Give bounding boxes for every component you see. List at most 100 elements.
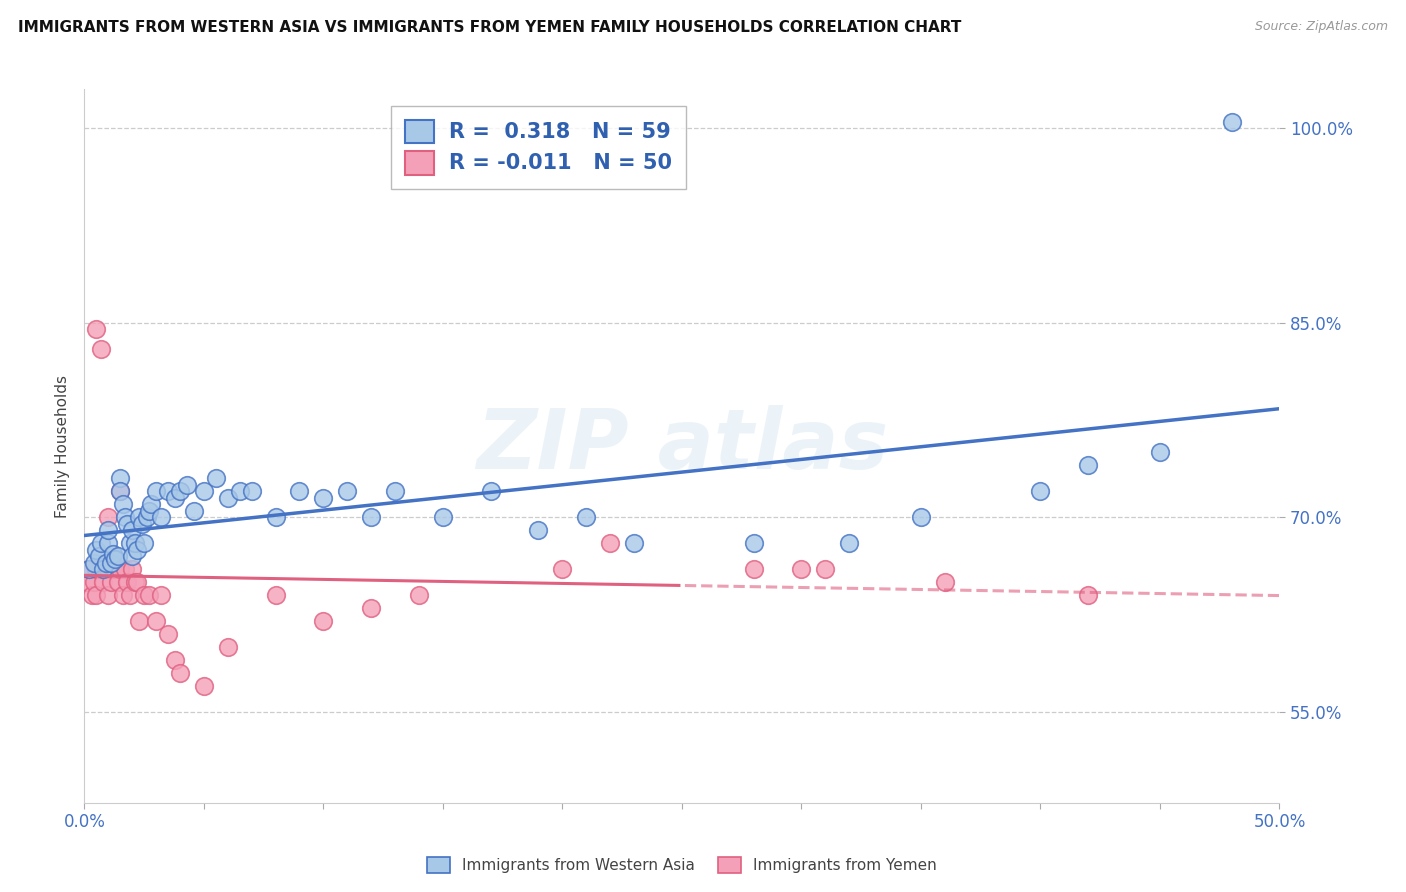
Point — [229, 484, 252, 499]
Point — [742, 536, 765, 550]
Point — [1220, 114, 1243, 128]
Point — [138, 504, 160, 518]
Point — [94, 562, 117, 576]
Point — [93, 562, 115, 576]
Point — [183, 504, 205, 518]
Point — [934, 575, 956, 590]
Point — [157, 484, 180, 499]
Point — [111, 497, 134, 511]
Point — [117, 516, 139, 531]
Point — [132, 536, 156, 550]
Point — [90, 536, 112, 550]
Point — [100, 556, 122, 570]
Point — [742, 562, 765, 576]
Point — [117, 575, 139, 590]
Point — [110, 484, 132, 499]
Point — [87, 549, 110, 564]
Point — [93, 575, 115, 590]
Point — [384, 484, 406, 499]
Point — [138, 588, 160, 602]
Point — [132, 588, 156, 602]
Point — [135, 510, 157, 524]
Point — [312, 491, 335, 505]
Point — [93, 562, 115, 576]
Point — [814, 562, 837, 576]
Point — [336, 484, 359, 499]
Point — [145, 484, 167, 499]
Point — [100, 575, 122, 590]
Point — [86, 542, 108, 557]
Point — [114, 562, 136, 576]
Point — [551, 562, 574, 576]
Point — [838, 536, 860, 550]
Point — [110, 484, 132, 499]
Point — [408, 588, 430, 602]
Point — [121, 562, 143, 576]
Point — [118, 588, 141, 602]
Point — [193, 484, 215, 499]
Point — [432, 510, 454, 524]
Text: Source: ZipAtlas.com: Source: ZipAtlas.com — [1254, 20, 1388, 33]
Point — [86, 322, 108, 336]
Point — [107, 575, 129, 590]
Point — [165, 653, 187, 667]
Point — [240, 484, 263, 499]
Point — [77, 562, 100, 576]
Point — [107, 549, 129, 564]
Point — [1029, 484, 1052, 499]
Point — [575, 510, 598, 524]
Point — [110, 471, 132, 485]
Point — [623, 536, 645, 550]
Point — [124, 536, 146, 550]
Point — [205, 471, 228, 485]
Point — [217, 491, 239, 505]
Point — [125, 542, 148, 557]
Point — [149, 588, 172, 602]
Point — [176, 478, 198, 492]
Point — [217, 640, 239, 654]
Point — [193, 679, 215, 693]
Point — [128, 614, 150, 628]
Point — [97, 510, 120, 524]
Point — [97, 588, 120, 602]
Point — [131, 516, 153, 531]
Point — [790, 562, 813, 576]
Point — [360, 510, 382, 524]
Point — [94, 556, 117, 570]
Point — [86, 588, 108, 602]
Y-axis label: Family Households: Family Households — [55, 375, 70, 517]
Point — [1077, 458, 1099, 473]
Point — [104, 552, 127, 566]
Point — [83, 556, 105, 570]
Point — [87, 562, 110, 576]
Point — [111, 588, 134, 602]
Point — [125, 575, 148, 590]
Point — [90, 562, 112, 576]
Text: IMMIGRANTS FROM WESTERN ASIA VS IMMIGRANTS FROM YEMEN FAMILY HOUSEHOLDS CORRELAT: IMMIGRANTS FROM WESTERN ASIA VS IMMIGRAN… — [18, 20, 962, 35]
Point — [910, 510, 932, 524]
Point — [149, 510, 172, 524]
Point — [157, 627, 180, 641]
Point — [97, 562, 120, 576]
Point — [101, 547, 124, 561]
Point — [479, 484, 502, 499]
Point — [264, 588, 287, 602]
Point — [90, 342, 112, 356]
Text: ZIP atlas: ZIP atlas — [475, 406, 889, 486]
Point — [165, 491, 187, 505]
Point — [1077, 588, 1099, 602]
Point — [169, 666, 191, 681]
Point — [104, 562, 127, 576]
Point — [527, 524, 550, 538]
Point — [264, 510, 287, 524]
Point — [86, 562, 108, 576]
Point — [76, 575, 98, 590]
Point — [145, 614, 167, 628]
Point — [1149, 445, 1171, 459]
Point — [288, 484, 311, 499]
Point — [118, 536, 141, 550]
Legend: Immigrants from Western Asia, Immigrants from Yemen: Immigrants from Western Asia, Immigrants… — [419, 849, 945, 880]
Point — [124, 575, 146, 590]
Point — [97, 524, 120, 538]
Point — [114, 510, 136, 524]
